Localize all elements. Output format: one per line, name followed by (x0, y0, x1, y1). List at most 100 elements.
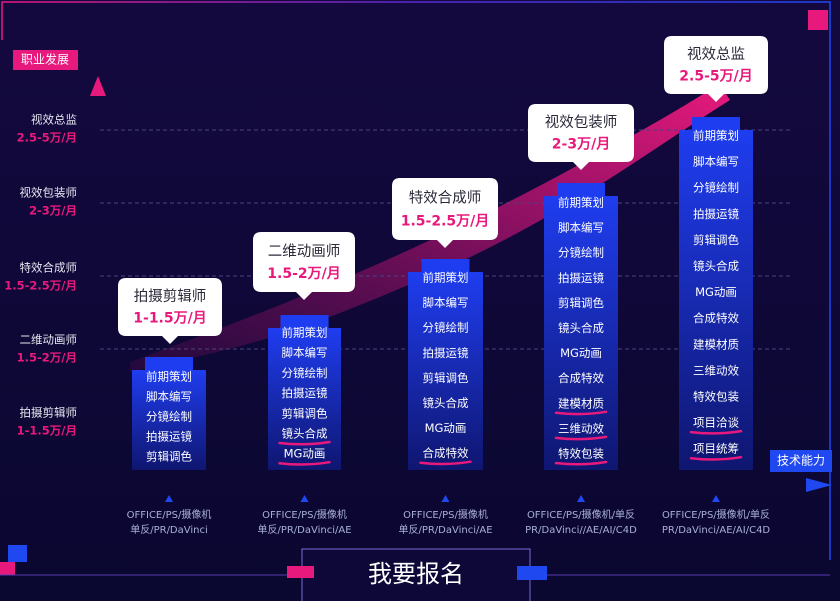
skill-item: 剪辑调色 (693, 233, 739, 247)
frame (1, 1, 831, 560)
tool-list: OFFICE/PS/摄像机 (403, 508, 488, 521)
tool-list: OFFICE/PS/摄像机/单反 (527, 508, 635, 521)
skill-item: 三维动效 (693, 363, 739, 377)
skill-item: 拍摄运镜 (146, 430, 192, 444)
skill-column (544, 196, 618, 470)
skill-item: MG动画 (284, 447, 326, 461)
tool-marker (165, 495, 173, 502)
job-bubble (664, 36, 768, 102)
skill-item: 前期策划 (693, 129, 739, 143)
skill-item: 镜头合成 (423, 396, 469, 410)
level-salary: 1.5-2万/月 (17, 351, 77, 365)
skill-item: 剪辑调色 (558, 296, 604, 310)
job-salary: 2.5-5万/月 (679, 69, 752, 85)
job-title: 特效合成师 (409, 189, 482, 206)
tool-list: 单反/PR/DaVinci/AE (257, 524, 351, 536)
skill-item: 分镜绘制 (282, 366, 328, 380)
tool-list: OFFICE/PS/摄像机 (262, 508, 347, 521)
level-title: 拍摄剪辑师 (20, 406, 78, 420)
skill-column-cap (421, 259, 470, 273)
corner-square (808, 10, 828, 30)
skill-item: 分镜绘制 (423, 321, 469, 335)
skill-item: 三维动效 (558, 421, 604, 435)
new-skill-underline (689, 429, 743, 435)
tool-list: PR/DaVinci//AE/AI/C4D (525, 525, 637, 536)
skill-item: 合成特效 (423, 446, 469, 460)
skill-item: 合成特效 (558, 371, 604, 385)
skill-item: 合成特效 (693, 311, 739, 325)
tool-list: 单反/PR/DaVinci/AE (398, 524, 492, 536)
tool-list: OFFICE/PS/摄像机 (127, 508, 212, 521)
skill-item: 镜头合成 (693, 259, 739, 273)
job-title: 视效总监 (687, 46, 745, 63)
job-salary: 1-1.5万/月 (133, 311, 206, 327)
skill-column-cap (145, 357, 193, 371)
level-salary: 1-1.5万/月 (17, 424, 77, 438)
skill-item: 脚本编写 (693, 155, 739, 169)
level-salary: 2.5-5万/月 (17, 131, 77, 145)
skill-item: 镜头合成 (558, 321, 604, 335)
skill-item: 脚本编写 (282, 346, 328, 360)
skill-item: 剪辑调色 (282, 406, 328, 420)
tool-marker (441, 495, 450, 502)
button-deco (517, 566, 547, 580)
new-skill-underline (554, 410, 608, 416)
growth-swoosh (130, 85, 730, 372)
skill-item: 建模材质 (558, 396, 604, 410)
skill-item: 拍摄运镜 (558, 271, 604, 285)
skill-column-cap (692, 117, 740, 131)
tool-marker (300, 495, 309, 502)
tool-marker (577, 495, 585, 502)
skill-item: 特效包装 (558, 447, 604, 461)
skill-item: 脚本编写 (146, 390, 192, 404)
skill-item: 前期策划 (423, 271, 469, 285)
new-skill-underline (554, 435, 608, 441)
new-skill-underline (278, 440, 331, 446)
skill-item: MG动画 (695, 285, 737, 299)
job-bubble (118, 278, 222, 344)
skill-item: 分镜绘制 (146, 410, 192, 424)
job-salary: 2-3万/月 (552, 137, 610, 153)
level-title: 视效包装师 (20, 186, 78, 200)
new-skill-underline (689, 455, 743, 461)
level-title: 二维动画师 (20, 333, 78, 347)
job-bubble (528, 104, 634, 170)
button-deco (287, 566, 314, 578)
tool-list: OFFICE/PS/摄像机/单反 (662, 508, 770, 521)
level-title: 特效合成师 (20, 261, 78, 275)
x-axis-label-box (770, 450, 832, 472)
skill-item: MG动画 (425, 421, 467, 435)
signup-button-label[interactable]: 我要报名 (368, 560, 464, 588)
skill-item: 分镜绘制 (558, 246, 604, 260)
y-axis-label: 职业发展 (21, 52, 69, 67)
signup-button[interactable] (301, 548, 531, 601)
skill-item: 拍摄运镜 (693, 207, 739, 221)
tool-list: 单反/PR/DaVinci (130, 524, 208, 536)
skill-item: 剪辑调色 (146, 450, 192, 464)
skill-column (679, 130, 753, 470)
job-salary: 1.5-2万/月 (267, 266, 340, 282)
skill-item: 项目洽谈 (693, 416, 739, 430)
content: 拍摄剪辑师1-1.5万/月二维动画师1.5-2万/月特效合成师1.5-2.5万/… (4, 36, 790, 536)
job-salary: 1.5-2.5万/月 (401, 213, 490, 229)
skill-item: 拍摄运镜 (282, 386, 328, 400)
job-bubble (253, 232, 355, 300)
skill-column (132, 370, 206, 470)
skill-item: 剪辑调色 (423, 371, 469, 385)
level-salary: 1.5-2.5万/月 (4, 279, 77, 293)
skill-item: 项目统筹 (693, 442, 739, 456)
tool-list: PR/DaVinci/AE/AI/C4D (662, 525, 771, 536)
skill-item: 前期策划 (146, 370, 192, 384)
skill-item: MG动画 (560, 346, 602, 360)
new-skill-underline (278, 460, 331, 466)
x-axis-arrow (806, 478, 832, 492)
corner-square (0, 562, 15, 575)
new-skill-underline (554, 460, 608, 466)
y-axis-arrow (90, 76, 106, 96)
job-bubble (392, 178, 498, 248)
skill-item: 前期策划 (558, 196, 604, 210)
skill-item: 拍摄运镜 (423, 346, 469, 360)
job-title: 二维动画师 (268, 243, 341, 260)
tool-marker (712, 495, 720, 502)
